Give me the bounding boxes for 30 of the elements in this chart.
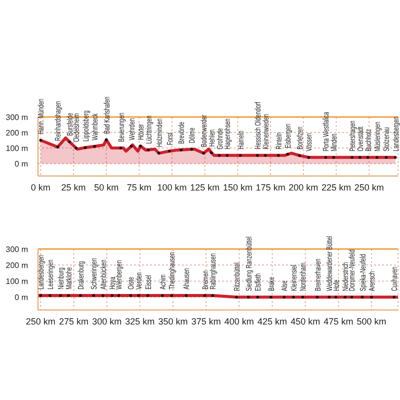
y-tick-label: 300 m <box>6 113 28 122</box>
y-tick-label: 200 m <box>6 128 28 138</box>
x-tick-label: 150 km <box>222 182 252 192</box>
x-tick-label: 125 km <box>190 182 220 192</box>
x-tick-label: 100 km <box>157 182 187 192</box>
x-tick-label: 250 km <box>354 182 384 192</box>
x-tick-label: 500 km <box>356 316 386 326</box>
x-tick-label: 250 km <box>26 316 56 326</box>
x-tick-label: 200 km <box>288 182 318 192</box>
y-tick-label: 100 m <box>6 144 28 154</box>
x-tick-label: 225 km <box>321 182 352 192</box>
x-tick-label: 75 km <box>126 182 152 192</box>
x-tick-label: 350 km <box>158 316 188 326</box>
y-tick-label: 100 m <box>6 277 28 286</box>
x-tick-label: 275 km <box>58 316 88 326</box>
x-tick-label: 175 km <box>256 182 286 192</box>
x-tick-label: 300 km <box>92 316 122 326</box>
x-tick-label: 425 km <box>258 316 288 326</box>
x-tick-label: 400 km <box>224 316 254 326</box>
x-tick-label: 0 km <box>30 182 50 192</box>
y-tick-label: 0 m <box>14 160 28 169</box>
x-tick-label: 50 km <box>94 182 119 192</box>
x-tick-label: 475 km <box>324 316 354 326</box>
x-tick-label: 450 km <box>290 316 320 326</box>
y-tick-label: 300 m <box>6 245 28 254</box>
x-tick-label: 375 km <box>191 316 221 326</box>
y-tick-label: 0 m <box>14 293 28 302</box>
y-tick-label: 200 m <box>6 261 28 270</box>
x-tick-label: 325 km <box>125 316 155 326</box>
x-tick-label: 25 km <box>61 182 86 192</box>
